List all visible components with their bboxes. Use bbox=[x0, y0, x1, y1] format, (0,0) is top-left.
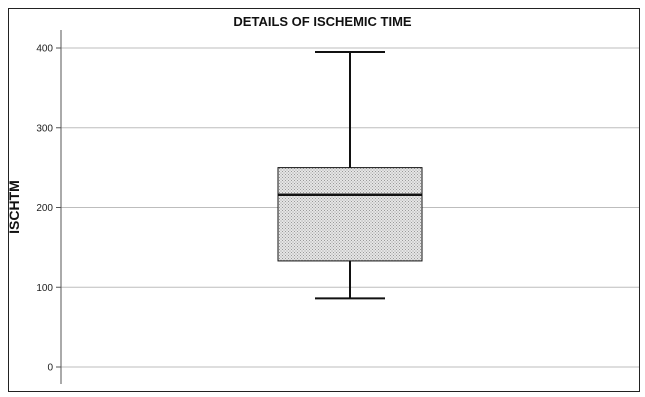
y-tick-label-0: 0 bbox=[47, 363, 53, 374]
chart-title: DETAILS OF ISCHEMIC TIME bbox=[233, 14, 412, 29]
y-tick-label-400: 400 bbox=[36, 44, 53, 55]
y-tick-label-300: 300 bbox=[36, 123, 53, 134]
y-tick-label-200: 200 bbox=[36, 203, 53, 214]
y-tick-label-100: 100 bbox=[36, 283, 53, 294]
iqr-box bbox=[277, 167, 423, 262]
